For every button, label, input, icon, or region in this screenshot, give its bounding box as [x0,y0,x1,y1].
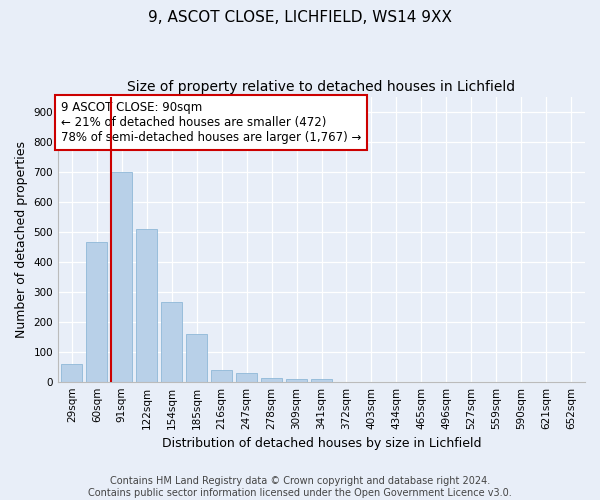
Text: 9, ASCOT CLOSE, LICHFIELD, WS14 9XX: 9, ASCOT CLOSE, LICHFIELD, WS14 9XX [148,10,452,25]
Text: Contains HM Land Registry data © Crown copyright and database right 2024.
Contai: Contains HM Land Registry data © Crown c… [88,476,512,498]
Title: Size of property relative to detached houses in Lichfield: Size of property relative to detached ho… [127,80,515,94]
Text: 9 ASCOT CLOSE: 90sqm
← 21% of detached houses are smaller (472)
78% of semi-deta: 9 ASCOT CLOSE: 90sqm ← 21% of detached h… [61,101,361,144]
X-axis label: Distribution of detached houses by size in Lichfield: Distribution of detached houses by size … [162,437,481,450]
Bar [86,242,107,382]
Y-axis label: Number of detached properties: Number of detached properties [15,140,28,338]
Bar [61,364,82,382]
Bar [111,172,133,382]
Bar [211,370,232,382]
Bar [236,372,257,382]
Bar [311,380,332,382]
Bar [286,378,307,382]
Bar [136,228,157,382]
Bar [261,378,282,382]
Bar [186,334,207,382]
Bar [161,302,182,382]
